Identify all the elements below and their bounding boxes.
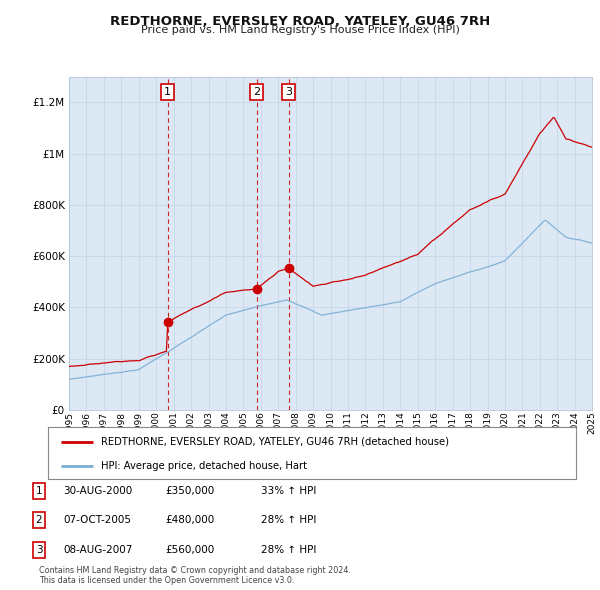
Text: 07-OCT-2005: 07-OCT-2005 [63, 516, 131, 525]
Text: Price paid vs. HM Land Registry's House Price Index (HPI): Price paid vs. HM Land Registry's House … [140, 25, 460, 35]
Text: 1: 1 [164, 87, 171, 97]
Text: 28% ↑ HPI: 28% ↑ HPI [261, 516, 316, 525]
Text: 1: 1 [35, 486, 43, 496]
Text: REDTHORNE, EVERSLEY ROAD, YATELEY, GU46 7RH: REDTHORNE, EVERSLEY ROAD, YATELEY, GU46 … [110, 15, 490, 28]
Text: 3: 3 [285, 87, 292, 97]
Text: 28% ↑ HPI: 28% ↑ HPI [261, 545, 316, 555]
Text: 3: 3 [35, 545, 43, 555]
Text: HPI: Average price, detached house, Hart: HPI: Average price, detached house, Hart [101, 461, 307, 471]
Text: 33% ↑ HPI: 33% ↑ HPI [261, 486, 316, 496]
Text: REDTHORNE, EVERSLEY ROAD, YATELEY, GU46 7RH (detached house): REDTHORNE, EVERSLEY ROAD, YATELEY, GU46 … [101, 437, 449, 447]
Text: 2: 2 [253, 87, 260, 97]
Text: £480,000: £480,000 [165, 516, 214, 525]
Text: £560,000: £560,000 [165, 545, 214, 555]
Text: £350,000: £350,000 [165, 486, 214, 496]
Text: 30-AUG-2000: 30-AUG-2000 [63, 486, 132, 496]
Text: 08-AUG-2007: 08-AUG-2007 [63, 545, 133, 555]
Text: 2: 2 [35, 516, 43, 525]
Text: Contains HM Land Registry data © Crown copyright and database right 2024.
This d: Contains HM Land Registry data © Crown c… [39, 566, 351, 585]
